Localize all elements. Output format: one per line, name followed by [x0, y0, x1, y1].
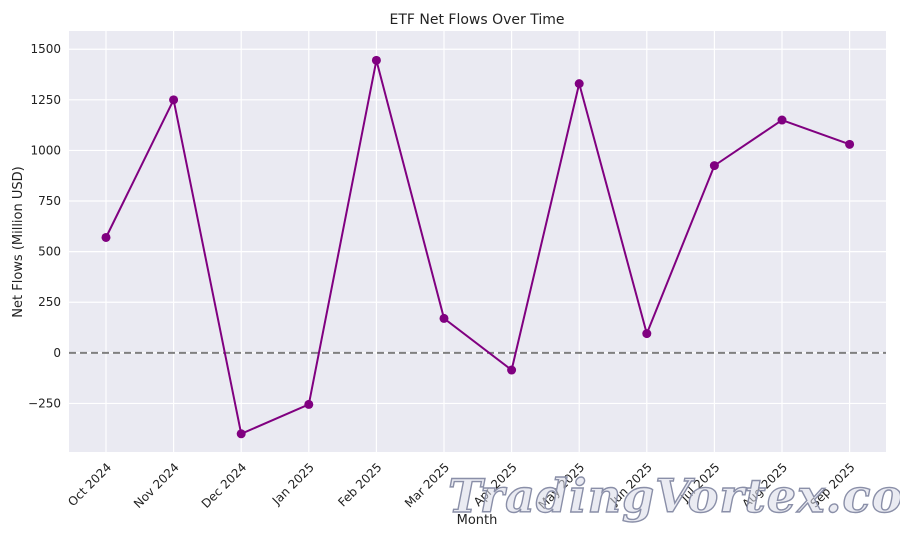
- data-point: [845, 139, 855, 149]
- x-tick-label: Feb 2025: [335, 460, 384, 509]
- data-point: [101, 232, 111, 242]
- chart-title: ETF Net Flows Over Time: [389, 12, 564, 28]
- data-point: [439, 313, 449, 323]
- y-axis-ticks: −250 0 250 500 750 1000 1250 1500: [28, 42, 61, 410]
- watermark-logo: TradingVortex.com: [448, 469, 900, 523]
- x-tick-label: Dec 2024: [199, 460, 250, 511]
- y-tick-label: 1250: [30, 93, 61, 107]
- data-point: [777, 115, 787, 125]
- y-tick-label: 750: [38, 194, 61, 208]
- data-points: [101, 55, 855, 439]
- data-point: [507, 365, 517, 375]
- data-point: [371, 55, 381, 65]
- x-tick-label: Nov 2024: [131, 460, 182, 511]
- x-tick-label: Oct 2024: [65, 460, 114, 509]
- x-tick-label: Jan 2025: [269, 460, 317, 508]
- grid-lines: [69, 31, 886, 452]
- y-tick-label: 250: [38, 295, 61, 309]
- data-point: [304, 399, 314, 409]
- data-point: [169, 95, 179, 105]
- series-line: [105, 60, 850, 436]
- x-axis-label: Month: [457, 513, 498, 528]
- data-point: [642, 329, 652, 339]
- plot-area: [69, 31, 886, 452]
- y-tick-label: 1000: [30, 143, 61, 157]
- y-tick-label: 1500: [30, 42, 61, 56]
- y-axis-label: Net Flows (Million USD): [11, 166, 26, 317]
- y-tick-label: 0: [53, 346, 61, 360]
- y-tick-label: 500: [38, 245, 61, 259]
- data-point: [709, 161, 719, 171]
- data-point: [574, 79, 584, 89]
- y-tick-label: −250: [28, 396, 61, 410]
- x-tick-label: Mar 2025: [402, 460, 452, 510]
- data-point: [236, 429, 246, 439]
